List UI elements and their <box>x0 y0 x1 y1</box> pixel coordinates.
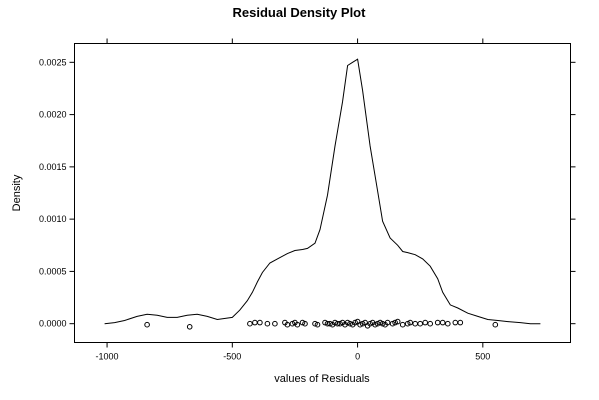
residual-point <box>347 320 353 327</box>
y-tick-label: 0.0000 <box>39 319 67 329</box>
residual-point <box>434 319 441 326</box>
y-axis-label: Density <box>11 174 23 211</box>
x-tick-label: 500 <box>475 352 490 362</box>
residual-point <box>392 319 398 326</box>
residual-point <box>272 320 278 327</box>
x-axis-label: values of Residuals <box>274 373 370 385</box>
residual-point <box>357 321 363 328</box>
residual-point <box>492 321 499 328</box>
residual-point <box>247 320 253 327</box>
residual-point <box>312 320 318 327</box>
residual-point <box>264 320 271 327</box>
y-tick-label: 0.0020 <box>39 110 67 120</box>
residual-point <box>186 324 193 330</box>
residual-point <box>407 319 414 326</box>
residual-point <box>457 319 464 326</box>
y-tick-label: 0.0010 <box>39 214 67 224</box>
residual-point <box>394 318 401 325</box>
residual-point <box>452 319 459 326</box>
residual-point <box>334 320 341 327</box>
residual-point <box>399 321 406 328</box>
residual-point <box>314 321 321 328</box>
y-tick-label: 0.0015 <box>39 162 67 172</box>
density-line <box>104 58 541 325</box>
axis-ticks <box>69 38 576 348</box>
residual-point <box>352 319 358 326</box>
residual-point <box>417 320 424 327</box>
x-tick-label: -1000 <box>96 352 119 362</box>
residual-point <box>252 319 258 326</box>
residual-point <box>302 320 308 327</box>
residual-point <box>372 321 378 328</box>
residual-point <box>445 320 451 327</box>
residual-point <box>412 320 419 327</box>
residual-point <box>422 319 429 326</box>
plot-frame <box>74 43 571 343</box>
axis-tick-labels: -1000 -500 0 500 0.0000 0.0005 0.0010 0.0015 0.0… <box>39 57 490 361</box>
residual-point <box>294 321 301 328</box>
y-tick-label: 0.0025 <box>39 57 67 67</box>
residual-point <box>327 320 333 327</box>
y-tick-label: 0.0005 <box>39 266 67 276</box>
x-tick-label: -500 <box>223 352 241 362</box>
residual-points <box>144 318 499 330</box>
residual-point <box>144 321 150 328</box>
density-series <box>104 58 541 325</box>
residual-point <box>257 319 263 326</box>
residual-point <box>324 320 331 327</box>
residual-point <box>379 320 386 327</box>
residual-point <box>427 320 434 327</box>
chart-title: Residual Density Plot <box>233 5 367 20</box>
residual-point <box>439 319 446 326</box>
x-tick-label: 0 <box>355 352 360 362</box>
residual-point <box>384 319 391 326</box>
residual-point <box>284 321 291 328</box>
